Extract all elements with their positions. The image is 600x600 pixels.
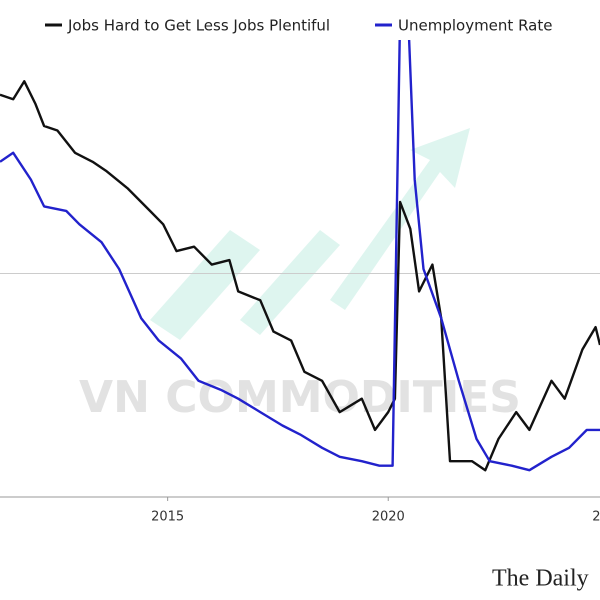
x-tick-label: 2015 — [151, 510, 184, 525]
x-tick-label: 2025 — [592, 510, 600, 525]
plot-area — [0, 40, 600, 472]
legend-label: Jobs Hard to Get Less Jobs Plentiful — [67, 17, 330, 35]
watermark-shape — [240, 230, 340, 335]
series-line — [0, 40, 600, 472]
series-line — [0, 80, 600, 472]
watermark: VN COMMODITIES — [79, 372, 521, 423]
watermark-shape — [150, 230, 260, 340]
source: The Daily — [492, 566, 589, 592]
legend-label: Unemployment Rate — [398, 17, 552, 35]
x-tick-label: 2020 — [372, 510, 405, 525]
